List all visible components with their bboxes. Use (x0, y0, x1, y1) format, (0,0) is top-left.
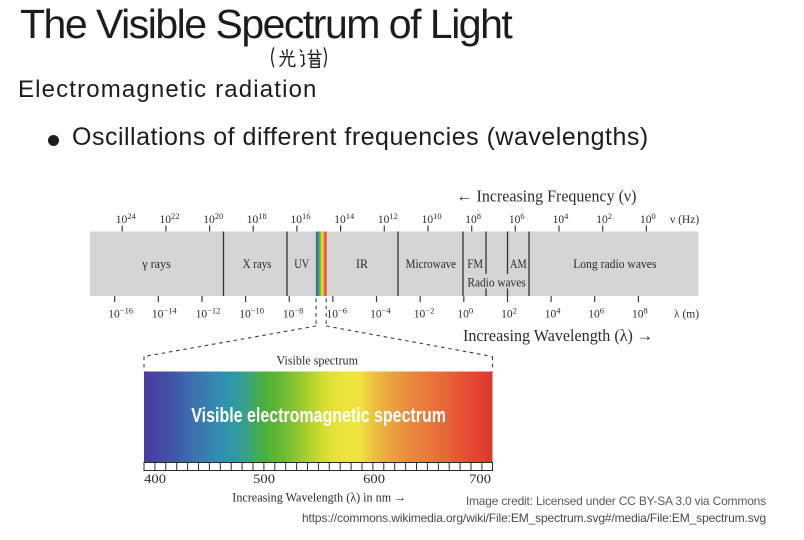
svg-text:10−14: 10−14 (152, 306, 178, 321)
svg-text:1018: 1018 (247, 211, 267, 226)
svg-text:104: 104 (545, 306, 562, 321)
svg-text:10−12: 10−12 (196, 306, 221, 321)
svg-text:10−4: 10−4 (370, 306, 391, 321)
svg-text:1016: 1016 (291, 211, 311, 226)
svg-text:AM: AM (510, 256, 527, 271)
svg-text:Increasing Wavelength (λ) →: Increasing Wavelength (λ) → (463, 326, 653, 345)
svg-text:FM: FM (467, 256, 483, 271)
svg-text:700: 700 (469, 472, 491, 486)
svg-text:1022: 1022 (160, 211, 180, 226)
svg-text:106: 106 (588, 306, 604, 321)
svg-text:10−8: 10−8 (283, 306, 304, 321)
svg-text:400: 400 (144, 472, 166, 486)
svg-text:Visible spectrum: Visible spectrum (277, 354, 359, 368)
svg-text:102: 102 (596, 211, 612, 226)
svg-text:X rays: X rays (243, 256, 272, 271)
svg-text:← Increasing Frequency (ν): ← Increasing Frequency (ν) (457, 187, 637, 206)
svg-text:108: 108 (632, 306, 648, 321)
svg-text:Visible electromagnetic spectr: Visible electromagnetic spectrum (191, 405, 446, 427)
svg-text:Radio waves: Radio waves (467, 275, 525, 290)
svg-text:106: 106 (509, 211, 525, 226)
svg-text:1020: 1020 (203, 211, 223, 226)
svg-text:Microwave: Microwave (406, 256, 457, 271)
svg-text:100: 100 (457, 306, 473, 321)
svg-text:10−6: 10−6 (327, 306, 348, 321)
svg-text:λ (m): λ (m) (674, 309, 699, 321)
svg-text:1024: 1024 (116, 211, 137, 226)
svg-text:600: 600 (363, 472, 385, 486)
svg-text:UV: UV (294, 256, 309, 271)
svg-text:108: 108 (465, 211, 481, 226)
svg-text:γ rays: γ rays (141, 256, 171, 271)
svg-text:102: 102 (501, 306, 517, 321)
svg-text:IR: IR (356, 256, 368, 271)
svg-text:10−16: 10−16 (108, 306, 133, 321)
svg-text:500: 500 (253, 472, 275, 486)
svg-text:10−10: 10−10 (239, 306, 264, 321)
svg-text:ν (Hz): ν (Hz) (670, 214, 699, 226)
svg-text:100: 100 (640, 211, 656, 226)
svg-text:1012: 1012 (378, 211, 398, 226)
svg-text:10−2: 10−2 (414, 306, 435, 321)
svg-text:1010: 1010 (422, 211, 442, 226)
svg-text:104: 104 (553, 211, 570, 226)
svg-text:1014: 1014 (334, 211, 355, 226)
svg-text:Long radio waves: Long radio waves (573, 256, 656, 271)
svg-text:Increasing Wavelength (λ) in n: Increasing Wavelength (λ) in nm → (232, 491, 406, 505)
